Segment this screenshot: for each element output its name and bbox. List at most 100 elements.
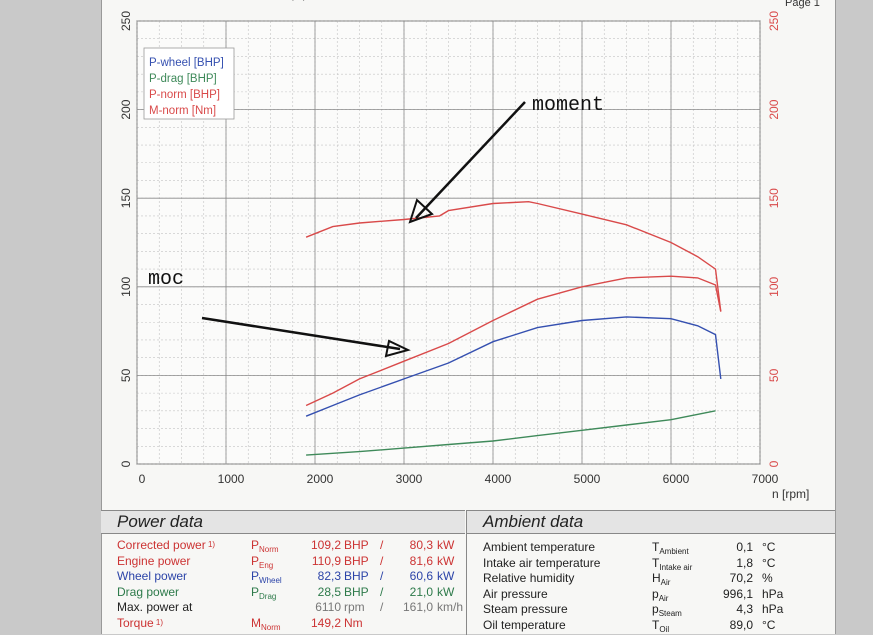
cell: / xyxy=(380,584,384,599)
cell: Nm xyxy=(344,615,363,630)
y-right-axis-ticks: 0 50 100 150 200 250 xyxy=(767,11,781,468)
cell: 0,1 xyxy=(736,540,753,554)
cell: Corrected power 1) xyxy=(117,538,216,552)
cell: PEng xyxy=(251,553,274,570)
cell: 81,6 xyxy=(409,553,433,568)
cell: Ambient temperature xyxy=(483,540,596,554)
legend: P-wheel [BHP] P-drag [BHP] P-norm [BHP] M-n… xyxy=(149,57,224,117)
cell: kW xyxy=(437,553,455,568)
cell: 149,2 xyxy=(310,615,341,630)
cell: pSteam xyxy=(652,602,682,618)
cell: / xyxy=(380,538,384,552)
y-right-tick-label: 200 xyxy=(767,99,781,119)
cell: °C xyxy=(762,540,776,554)
legend-entry: M-norm [Nm] xyxy=(149,105,216,117)
y-left-tick-label: 50 xyxy=(119,368,133,382)
cell: kW xyxy=(437,584,455,599)
x-tick-label: 7000 xyxy=(752,472,779,486)
cell: Relative humidity xyxy=(483,571,575,585)
annotation-moment-arrowhead xyxy=(408,198,434,224)
power-data-panel: Power data Corrected power 1) PNorm 109,2 B… xyxy=(101,510,465,635)
cell: % xyxy=(762,571,773,585)
cell: Torque 1) xyxy=(117,615,164,630)
cell: PNorm xyxy=(251,538,279,554)
cell: 89,0 xyxy=(729,617,753,632)
x-tick-label: 0 xyxy=(139,472,146,486)
cell: / xyxy=(380,569,384,583)
y-right-tick-label: 100 xyxy=(767,276,781,296)
cell: °C xyxy=(762,555,776,570)
cell: BHP xyxy=(344,569,369,583)
y-left-tick-label: 200 xyxy=(119,99,133,119)
cell: MNorm xyxy=(251,615,281,632)
legend-entry: P-drag [BHP] xyxy=(149,73,217,85)
x-tick-label: 3000 xyxy=(396,472,423,486)
cell: Wheel power xyxy=(117,569,188,583)
series-line-0 xyxy=(305,316,722,417)
cell: 60,6 xyxy=(409,569,433,583)
y-left-tick-label: 0 xyxy=(119,460,133,467)
y-left-tick-label: 150 xyxy=(119,188,133,208)
cell: 110,9 xyxy=(311,553,341,568)
cell: 161,0 xyxy=(402,600,433,614)
cell: 1,8 xyxy=(736,555,753,570)
header-partial-right: Page 1 xyxy=(785,0,820,9)
cell: 109,2 xyxy=(310,538,341,552)
cell: PWheel xyxy=(251,569,282,585)
cell: 82,3 xyxy=(317,569,341,583)
annotation-moment-arrow xyxy=(415,101,526,219)
cell: BHP xyxy=(344,538,369,552)
cell: PDrag xyxy=(251,584,277,601)
cell: °C xyxy=(762,617,776,632)
cell: Steam pressure xyxy=(483,602,568,616)
annotation-moc: moc xyxy=(148,268,184,291)
cell: pAir xyxy=(652,586,669,603)
x-tick-label: 6000 xyxy=(663,472,690,486)
legend-entry: P-norm [BHP] xyxy=(149,89,220,101)
series-line-2 xyxy=(305,275,722,407)
x-axis-label: n [rpm] xyxy=(772,487,809,501)
header-partial-left: (...) xyxy=(290,0,307,1)
x-axis-ticks: 0 1000 2000 3000 4000 5000 6000 7000 xyxy=(139,472,779,486)
cell: TIntake air xyxy=(652,555,693,572)
cell: Engine power xyxy=(117,553,191,568)
y-right-tick-label: 250 xyxy=(767,11,781,31)
cell: TOil xyxy=(652,617,670,634)
cell: / xyxy=(380,553,384,568)
power-data-title: Power data xyxy=(101,511,465,534)
cell: hPa xyxy=(762,602,784,616)
cell: kW xyxy=(437,538,455,552)
annotation-moc-arrow xyxy=(201,316,401,351)
cell: 70,2 xyxy=(729,571,753,585)
cell: 80,3 xyxy=(409,538,433,552)
cell: BHP xyxy=(344,553,369,568)
y-right-tick-label: 150 xyxy=(767,188,781,208)
legend-entry: P-wheel [BHP] xyxy=(149,57,224,69)
x-tick-label: 4000 xyxy=(485,472,512,486)
annotation-moc-arrowhead xyxy=(384,339,411,358)
cell: Air pressure xyxy=(483,586,548,601)
series-line-1 xyxy=(306,410,716,456)
legend-box xyxy=(143,47,235,120)
y-left-tick-label: 250 xyxy=(119,11,133,31)
y-right-tick-label: 50 xyxy=(767,368,781,382)
series-lines xyxy=(305,200,722,456)
cell: rpm xyxy=(344,600,365,614)
ambient-data-panel: Ambient data Ambient temperature TAmbient… xyxy=(466,510,835,635)
cell: TAmbient xyxy=(652,540,689,556)
cell: HAir xyxy=(652,571,671,587)
series-line-3 xyxy=(305,200,722,312)
cell: km/h xyxy=(437,600,464,614)
y-left-tick-label: 100 xyxy=(119,276,133,296)
cell: 996,1 xyxy=(722,586,753,601)
cell: / xyxy=(380,600,384,614)
y-right-tick-label: 0 xyxy=(767,460,781,467)
cell: 4,3 xyxy=(736,602,753,616)
cell: Intake air temperature xyxy=(483,555,601,570)
cell: 28,5 xyxy=(317,584,341,599)
cell: BHP xyxy=(344,584,369,599)
y-left-axis-ticks: 0 50 100 150 200 250 xyxy=(119,11,133,468)
cell: hPa xyxy=(762,586,784,601)
x-tick-label: 2000 xyxy=(307,472,334,486)
cell: Max. power at xyxy=(117,600,193,614)
